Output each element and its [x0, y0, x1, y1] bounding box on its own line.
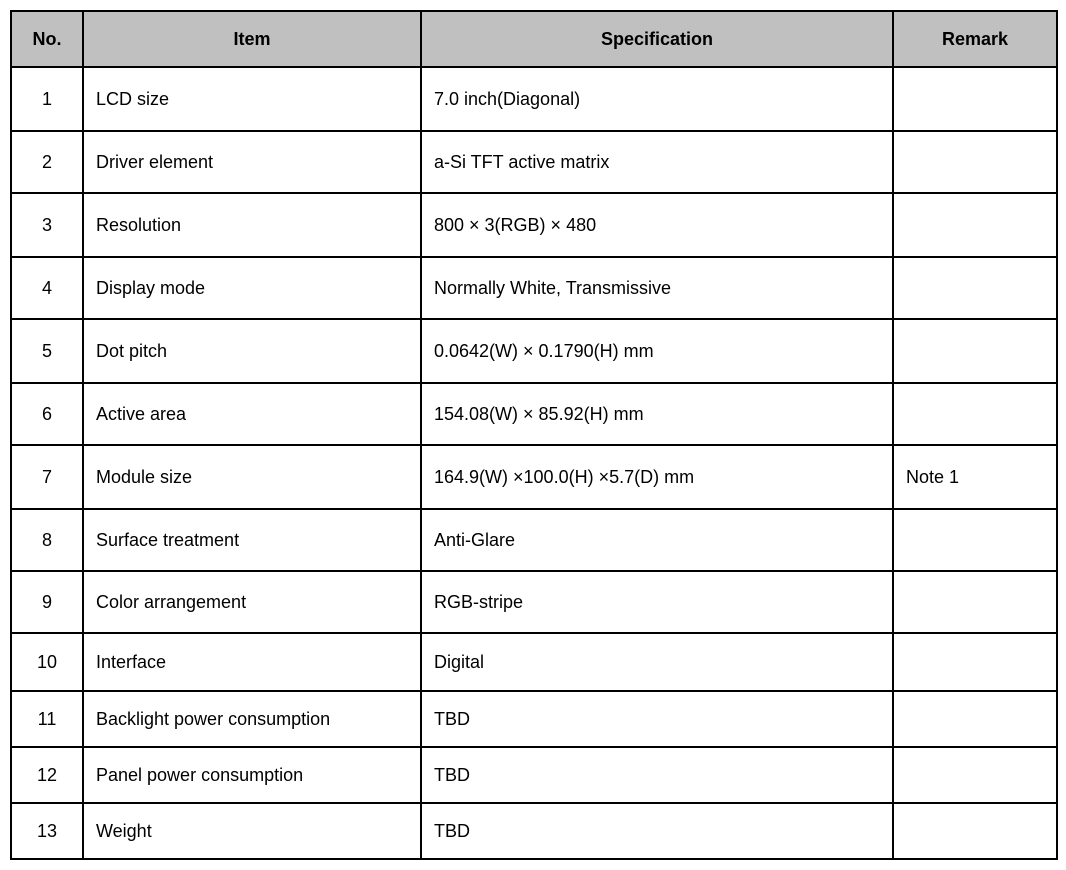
table-row: 3Resolution800 × 3(RGB) × 480	[11, 193, 1057, 257]
cell-remark: Note 1	[893, 445, 1057, 509]
cell-item: Color arrangement	[83, 571, 421, 633]
cell-remark	[893, 319, 1057, 383]
header-item: Item	[83, 11, 421, 67]
cell-spec: Normally White, Transmissive	[421, 257, 893, 319]
cell-remark	[893, 509, 1057, 571]
cell-spec: 0.0642(W) × 0.1790(H) mm	[421, 319, 893, 383]
header-spec: Specification	[421, 11, 893, 67]
table-row: 9Color arrangementRGB-stripe	[11, 571, 1057, 633]
table-row: 13WeightTBD	[11, 803, 1057, 859]
cell-no: 1	[11, 67, 83, 131]
table-row: 4Display modeNormally White, Transmissiv…	[11, 257, 1057, 319]
cell-remark	[893, 257, 1057, 319]
table-row: 7Module size164.9(W) ×100.0(H) ×5.7(D) m…	[11, 445, 1057, 509]
cell-remark	[893, 633, 1057, 691]
cell-remark	[893, 67, 1057, 131]
cell-item: Module size	[83, 445, 421, 509]
cell-no: 6	[11, 383, 83, 445]
cell-item: Weight	[83, 803, 421, 859]
cell-no: 7	[11, 445, 83, 509]
cell-spec: TBD	[421, 747, 893, 803]
cell-no: 8	[11, 509, 83, 571]
cell-no: 13	[11, 803, 83, 859]
cell-item: Driver element	[83, 131, 421, 193]
table-row: 12Panel power consumptionTBD	[11, 747, 1057, 803]
cell-no: 10	[11, 633, 83, 691]
cell-no: 3	[11, 193, 83, 257]
cell-item: Display mode	[83, 257, 421, 319]
cell-item: Surface treatment	[83, 509, 421, 571]
cell-remark	[893, 571, 1057, 633]
cell-spec: Anti-Glare	[421, 509, 893, 571]
header-no: No.	[11, 11, 83, 67]
cell-no: 12	[11, 747, 83, 803]
table-header-row: No. Item Specification Remark	[11, 11, 1057, 67]
cell-item: LCD size	[83, 67, 421, 131]
cell-remark	[893, 131, 1057, 193]
cell-remark	[893, 691, 1057, 747]
table-row: 6Active area154.08(W) × 85.92(H) mm	[11, 383, 1057, 445]
cell-remark	[893, 803, 1057, 859]
cell-remark	[893, 383, 1057, 445]
cell-item: Active area	[83, 383, 421, 445]
cell-no: 5	[11, 319, 83, 383]
header-remark: Remark	[893, 11, 1057, 67]
cell-no: 9	[11, 571, 83, 633]
cell-no: 11	[11, 691, 83, 747]
table-row: 2Driver elementa-Si TFT active matrix	[11, 131, 1057, 193]
cell-spec: TBD	[421, 691, 893, 747]
table-row: 11Backlight power consumptionTBD	[11, 691, 1057, 747]
cell-item: Panel power consumption	[83, 747, 421, 803]
table-row: 10InterfaceDigital	[11, 633, 1057, 691]
cell-spec: RGB-stripe	[421, 571, 893, 633]
cell-spec: TBD	[421, 803, 893, 859]
cell-item: Dot pitch	[83, 319, 421, 383]
table-row: 5Dot pitch0.0642(W) × 0.1790(H) mm	[11, 319, 1057, 383]
cell-spec: a-Si TFT active matrix	[421, 131, 893, 193]
cell-spec: 800 × 3(RGB) × 480	[421, 193, 893, 257]
table-row: 8Surface treatmentAnti-Glare	[11, 509, 1057, 571]
cell-item: Backlight power consumption	[83, 691, 421, 747]
table-body: 1LCD size7.0 inch(Diagonal)2Driver eleme…	[11, 67, 1057, 859]
cell-spec: Digital	[421, 633, 893, 691]
cell-spec: 154.08(W) × 85.92(H) mm	[421, 383, 893, 445]
cell-spec: 164.9(W) ×100.0(H) ×5.7(D) mm	[421, 445, 893, 509]
cell-spec: 7.0 inch(Diagonal)	[421, 67, 893, 131]
cell-remark	[893, 747, 1057, 803]
table-row: 1LCD size7.0 inch(Diagonal)	[11, 67, 1057, 131]
cell-item: Interface	[83, 633, 421, 691]
cell-no: 4	[11, 257, 83, 319]
cell-remark	[893, 193, 1057, 257]
cell-item: Resolution	[83, 193, 421, 257]
cell-no: 2	[11, 131, 83, 193]
spec-table: No. Item Specification Remark 1LCD size7…	[10, 10, 1058, 860]
